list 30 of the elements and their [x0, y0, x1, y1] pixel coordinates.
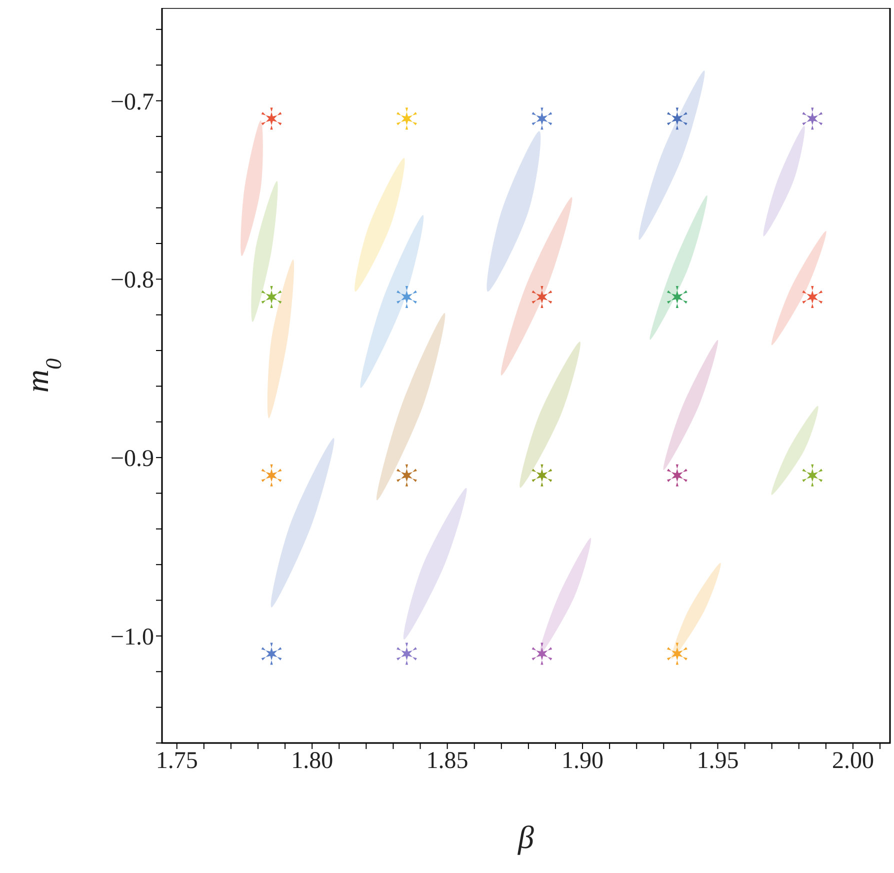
- point: [532, 464, 552, 486]
- x-tick-label: 1.85: [426, 748, 468, 774]
- point: [666, 108, 688, 130]
- point: [261, 642, 282, 665]
- x-tick-label: 1.75: [156, 748, 198, 774]
- x-tick-label: 2.00: [832, 748, 874, 774]
- y-tick-label: −0.7: [110, 89, 154, 116]
- point: [396, 464, 417, 486]
- point: [666, 464, 688, 486]
- point: [802, 108, 823, 130]
- point: [532, 642, 552, 665]
- point: [396, 108, 417, 130]
- point: [261, 286, 282, 308]
- y-tick-label: −0.8: [110, 268, 154, 294]
- point: [666, 642, 688, 665]
- x-tick-label: 1.95: [696, 748, 739, 774]
- point: [396, 642, 417, 665]
- y-tick-label: −0.9: [110, 446, 154, 472]
- x-axis-title: β: [517, 819, 534, 855]
- point: [532, 286, 552, 308]
- y-tick-label: −1.0: [110, 624, 154, 650]
- x-tick-label: 1.80: [291, 748, 334, 774]
- point: [261, 108, 282, 130]
- point: [666, 286, 688, 308]
- x-tick-label: 1.90: [562, 748, 604, 774]
- point: [396, 286, 417, 308]
- point: [802, 464, 823, 486]
- point: [532, 108, 552, 130]
- point: [261, 464, 282, 486]
- point: [802, 286, 823, 308]
